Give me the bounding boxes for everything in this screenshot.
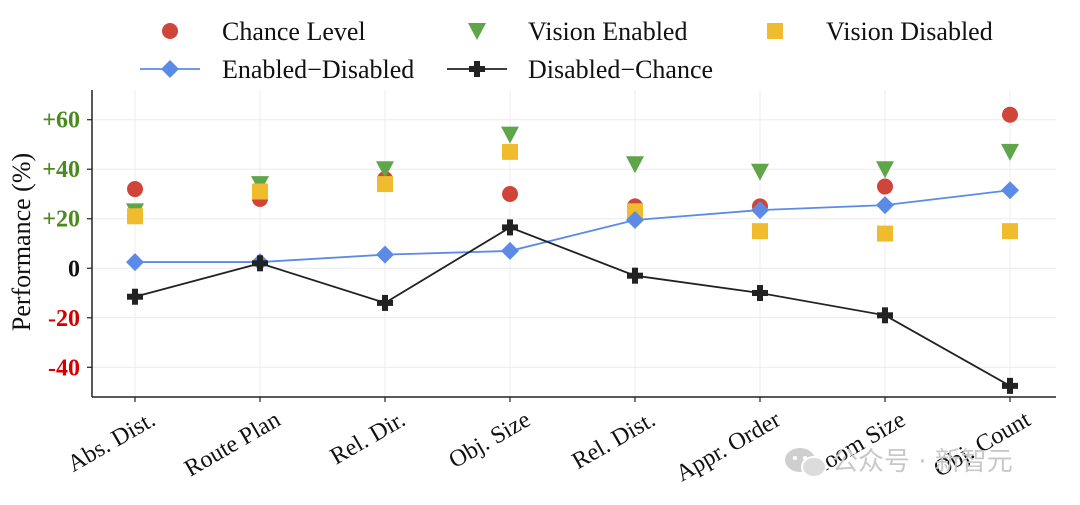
x-tick-label: Appr. Order <box>672 407 785 488</box>
plus-bar-v <box>507 219 513 236</box>
grid <box>92 90 1056 397</box>
y-tick-label: +40 <box>42 157 80 183</box>
legend-item: Vision Disabled <box>767 17 993 46</box>
data-point <box>876 161 894 179</box>
plus-bar-v <box>474 61 480 77</box>
data-point <box>376 161 394 179</box>
legend-marker <box>469 61 485 77</box>
x-tick-label: Rel. Dir. <box>326 407 410 471</box>
data-point <box>1001 143 1019 161</box>
data-point <box>502 143 518 160</box>
legend-label: Enabled−Disabled <box>222 55 414 84</box>
legend-marker <box>161 60 179 78</box>
legend: Chance Level Vision Enabled Vision Disable… <box>140 17 993 84</box>
data-point <box>1002 106 1018 123</box>
wechat-icon <box>785 448 827 478</box>
data-point <box>501 241 519 260</box>
legend-label: Vision Enabled <box>528 17 687 46</box>
data-point <box>127 181 143 198</box>
data-point <box>252 183 268 200</box>
data-point <box>502 185 518 202</box>
legend-item: Chance Level <box>162 17 366 46</box>
plus-bar-v <box>382 294 388 311</box>
legend-item: Vision Enabled <box>468 17 687 46</box>
x-tick-label: Abs. Dist. <box>63 407 160 478</box>
y-tick-label: -20 <box>48 306 80 332</box>
x-tick-label: Rel. Dist. <box>568 407 660 475</box>
x-tick-label: Obj. Size <box>445 407 535 474</box>
data-point <box>377 294 393 311</box>
legend-label: Vision Disabled <box>826 17 993 46</box>
plus-bar-v <box>882 307 888 324</box>
data-point <box>377 176 393 193</box>
plus-bar-v <box>632 267 638 284</box>
data-point <box>1002 377 1018 394</box>
y-tick-label: -40 <box>48 355 80 381</box>
data-point <box>252 255 268 272</box>
data-point <box>752 223 768 240</box>
legend-marker <box>162 23 178 39</box>
y-tick-label: +60 <box>42 108 80 134</box>
axes <box>87 90 1056 402</box>
plus-bar-v <box>132 288 138 305</box>
data-point <box>877 225 893 242</box>
data-point <box>502 219 518 236</box>
data-point <box>627 267 643 284</box>
x-tick-label: Route Plan <box>180 407 285 483</box>
data-point <box>876 196 894 215</box>
data-point <box>626 210 644 229</box>
series-layer <box>126 106 1019 394</box>
data-point <box>127 208 143 225</box>
data-point <box>376 245 394 264</box>
legend-label: Disabled−Chance <box>528 55 713 84</box>
legend-marker <box>767 23 783 39</box>
data-point <box>751 201 769 220</box>
legend-item: Disabled−Chance <box>447 55 713 84</box>
data-point <box>127 288 143 305</box>
y-tick-label: 0 <box>68 256 80 282</box>
series-line <box>135 189 1011 263</box>
legend-label: Chance Level <box>222 17 366 46</box>
data-point <box>752 285 768 302</box>
data-point <box>751 163 769 181</box>
y-tick-label: +20 <box>42 207 80 233</box>
plus-bar-v <box>757 285 763 302</box>
series-line <box>134 226 1011 387</box>
data-point <box>1001 181 1019 200</box>
data-point <box>126 253 144 272</box>
legend-item: Enabled−Disabled <box>140 55 414 84</box>
data-point <box>877 178 893 195</box>
watermark-text: 公众号 · 新智元 <box>832 447 1013 477</box>
watermark: 公众号 · 新智元 <box>785 447 1013 478</box>
series-3 <box>126 181 1019 272</box>
legend-marker <box>468 23 486 40</box>
data-point <box>1002 223 1018 240</box>
plus-bar-v <box>1007 377 1013 394</box>
data-point <box>501 126 519 144</box>
data-point <box>877 307 893 324</box>
data-point <box>626 156 644 174</box>
plus-bar-v <box>257 255 263 272</box>
series-4 <box>127 219 1018 394</box>
y-axis-label: Performance (%) <box>7 153 36 331</box>
